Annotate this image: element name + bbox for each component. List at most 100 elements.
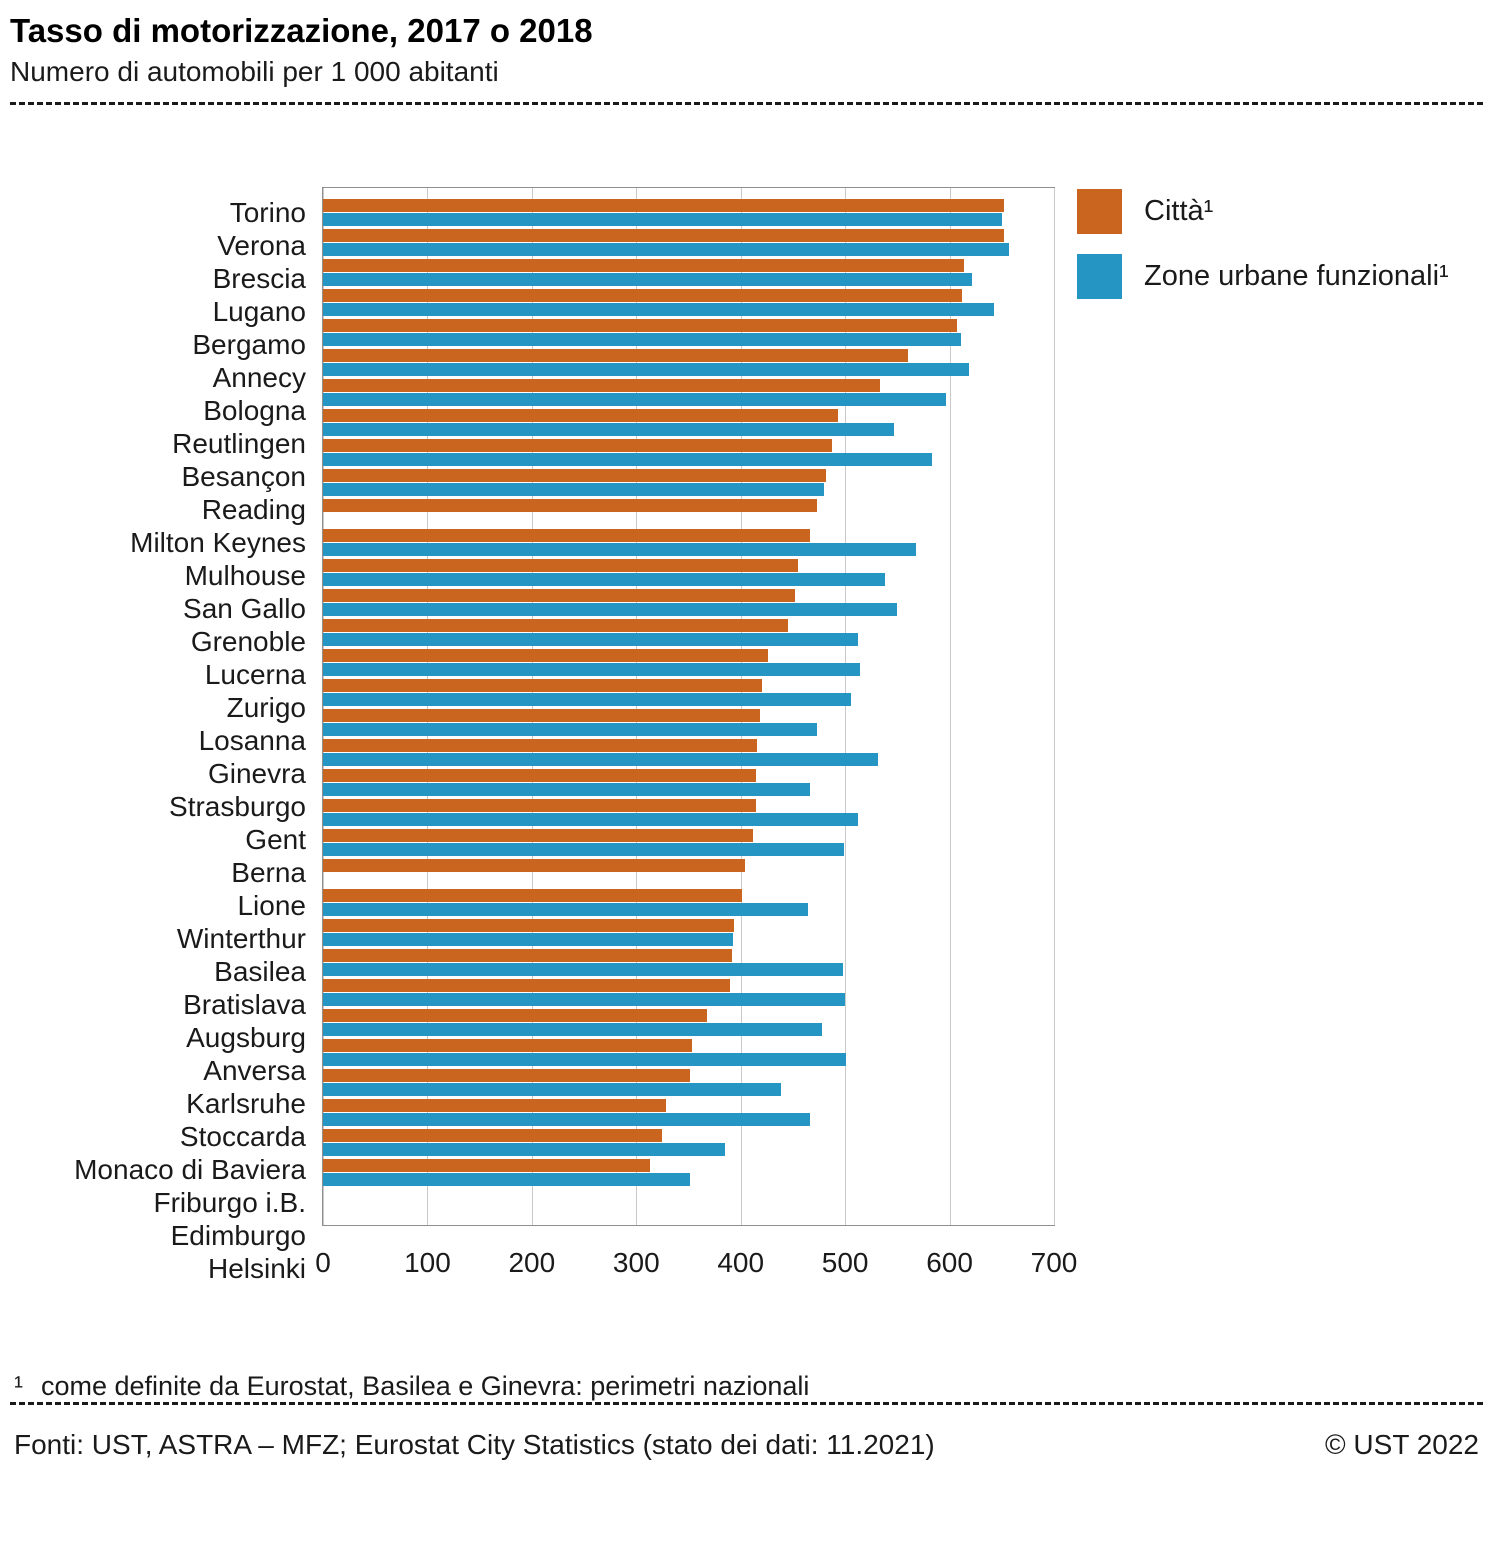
bar-group <box>323 919 1054 946</box>
bar-zone-urbane <box>323 633 858 646</box>
bar-zone-urbane <box>323 993 846 1006</box>
legend: Città¹ Zone urbane funzionali¹ <box>1055 187 1483 319</box>
bar-zone-urbane <box>323 483 825 496</box>
copyright-text: © UST 2022 <box>1325 1429 1479 1460</box>
legend-swatch-citta <box>1077 189 1122 234</box>
bar-citta <box>323 799 757 812</box>
bar-zone-urbane <box>323 1083 782 1096</box>
bar-citta <box>323 409 838 422</box>
bar-zone-urbane <box>323 813 858 826</box>
category-label: Reutlingen <box>172 428 306 459</box>
divider-top <box>10 102 1483 105</box>
bar-group <box>323 679 1054 706</box>
bar-citta <box>323 859 745 872</box>
bar-group <box>323 619 1054 646</box>
footnote: ¹ come definite da Eurostat, Basilea e Gi… <box>10 1371 1483 1402</box>
bar-zone-urbane <box>323 1173 690 1186</box>
bar-zone-urbane <box>323 1143 726 1156</box>
x-tick-label: 400 <box>717 1247 765 1278</box>
bar-group <box>323 199 1054 226</box>
bar-citta <box>323 649 768 662</box>
category-label: Stoccarda <box>179 1121 306 1152</box>
bar-group <box>323 1099 1054 1126</box>
bar-citta <box>323 1009 708 1022</box>
legend-label-zone-urbane: Zone urbane funzionali¹ <box>1144 260 1449 292</box>
category-label: Torino <box>229 197 306 228</box>
bar-group <box>323 1069 1054 1096</box>
gridline <box>740 188 742 1225</box>
bar-zone-urbane <box>323 543 917 556</box>
bar-group <box>323 289 1054 316</box>
legend-item-citta: Città¹ <box>1077 189 1483 234</box>
gridline <box>1054 188 1055 1225</box>
bar-zone-urbane <box>323 303 995 316</box>
bar-group <box>323 349 1054 376</box>
bar-citta <box>323 469 827 482</box>
bar-group <box>323 559 1054 586</box>
category-label: Bratislava <box>183 989 306 1020</box>
divider-bottom <box>10 1402 1483 1405</box>
category-label: Helsinki <box>207 1253 306 1284</box>
bar-citta <box>323 829 754 842</box>
bar-zone-urbane <box>323 603 898 616</box>
category-label: Losanna <box>198 725 306 756</box>
category-label: Verona <box>217 230 306 261</box>
bar-zone-urbane <box>323 573 885 586</box>
category-label: Annecy <box>212 362 306 393</box>
x-axis: 0 100 200 300 400 500 600 700 <box>315 1225 1077 1289</box>
category-label: Edimburgo <box>170 1220 306 1251</box>
gridline <box>845 188 847 1225</box>
bar-zone-urbane <box>323 963 844 976</box>
bar-citta <box>323 1129 663 1142</box>
y-axis-labels: Torino Verona Brescia Lugano Bergamo Annecy Bo… <box>10 187 322 1285</box>
x-tick-label: 700 <box>1030 1247 1078 1278</box>
bar-zone-urbane <box>323 333 962 346</box>
bar-citta <box>323 319 957 332</box>
category-label: San Gallo <box>183 593 306 624</box>
bar-zone-urbane <box>323 213 1002 226</box>
bar-group <box>323 439 1054 466</box>
x-tick-label: 600 <box>926 1247 973 1278</box>
category-label: Strasburgo <box>169 791 306 822</box>
bar-zone-urbane <box>323 723 817 736</box>
category-label: Bergamo <box>192 329 306 360</box>
bar-citta <box>323 289 963 302</box>
bar-citta <box>323 349 908 362</box>
bar-group <box>323 799 1054 826</box>
bar-group <box>323 409 1054 436</box>
category-label: Reading <box>201 494 306 525</box>
plot-area: 0 100 200 300 400 500 600 700 <box>315 187 1077 1278</box>
bar-citta <box>323 259 965 272</box>
bar-citta <box>323 559 799 572</box>
category-label: Friburgo i.B. <box>153 1187 307 1218</box>
page-title: Tasso di motorizzazione, 2017 o 2018 <box>10 12 593 49</box>
bar-citta <box>323 1039 692 1052</box>
category-label: Grenoble <box>190 626 306 657</box>
bar-group <box>323 379 1054 406</box>
category-label: Winterthur <box>176 923 306 954</box>
bar-zone-urbane <box>323 363 970 376</box>
gridline <box>323 188 324 1225</box>
bar-citta <box>323 619 788 632</box>
bar-citta <box>323 769 757 782</box>
category-label: Augsburg <box>186 1022 306 1053</box>
bar-group <box>323 739 1054 766</box>
bar-group <box>323 979 1054 1006</box>
bar-zone-urbane <box>323 933 734 946</box>
category-label: Milton Keynes <box>130 527 306 558</box>
bar-citta <box>323 949 733 962</box>
bar-group <box>323 469 1054 496</box>
bar-citta <box>323 919 735 932</box>
bar-citta <box>323 1069 690 1082</box>
legend-item-zone-urbane: Zone urbane funzionali¹ <box>1077 254 1483 299</box>
source-text: Fonti: UST, ASTRA – MFZ; Eurostat City S… <box>14 1429 935 1460</box>
x-tick-label: 300 <box>612 1247 660 1278</box>
gridline <box>636 188 638 1225</box>
bar-citta <box>323 1159 650 1172</box>
bar-group <box>323 649 1054 676</box>
bar-group <box>323 829 1054 856</box>
category-label: Karlsruhe <box>186 1088 306 1119</box>
bar-group <box>323 1129 1054 1156</box>
bar-zone-urbane <box>323 1023 823 1036</box>
motorization-bar-chart: Torino Verona Brescia Lugano Bergamo Annecy Bo… <box>10 187 1483 1285</box>
